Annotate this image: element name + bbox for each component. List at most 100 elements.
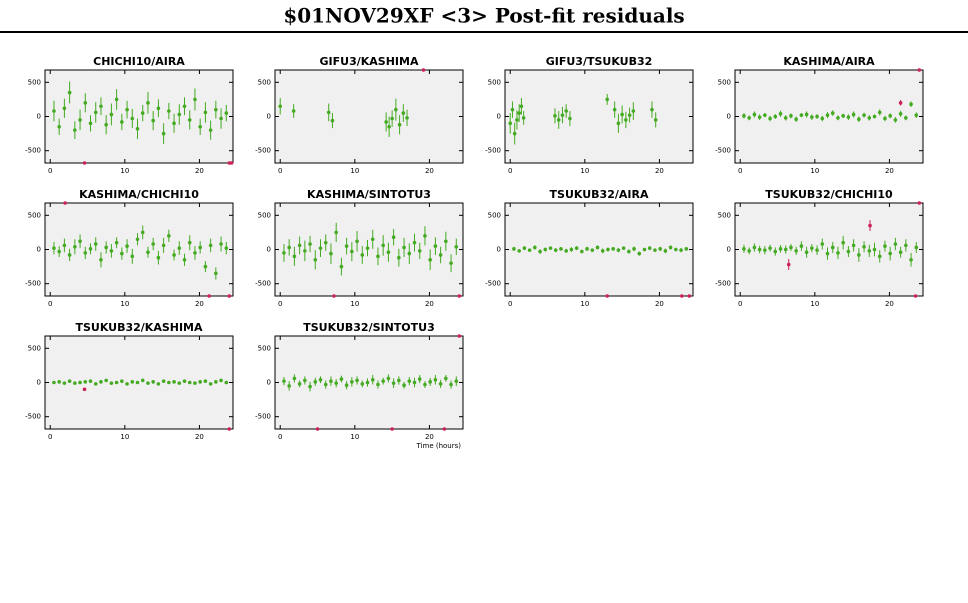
point [521,116,526,120]
point [318,377,323,382]
point [846,115,851,119]
x-tick-label: 20 [425,433,434,441]
y-tick-label: 500 [258,78,271,86]
x-tick-label: 20 [425,167,434,175]
point [292,254,297,259]
y-tick-label: 0 [497,246,501,254]
point [193,381,197,385]
x-tick-label: 20 [195,167,204,175]
y-tick-label: -500 [255,280,271,288]
point [553,248,558,252]
point [282,251,286,255]
point [893,242,898,246]
point [428,380,432,384]
point [355,378,359,383]
point [99,104,103,109]
point [569,247,574,252]
y-tick-label: 0 [727,246,731,254]
point [522,246,527,250]
point [365,246,370,250]
point [172,253,176,257]
point [156,255,161,260]
point [83,380,88,384]
point [799,113,804,117]
point [52,380,56,385]
point [93,382,98,386]
point [789,245,793,250]
point [57,124,61,129]
point [125,244,129,248]
point [538,249,542,254]
point [360,253,365,257]
point [438,382,443,386]
point [407,379,412,383]
point [187,380,192,385]
x-tick-label: 0 [738,300,742,308]
point [606,247,610,252]
point [198,245,202,250]
point [130,116,135,121]
point [135,127,140,131]
point [292,376,297,381]
point [851,243,856,248]
point [444,376,448,381]
x-tick-label: 0 [278,300,282,308]
point [421,68,426,72]
point [297,243,302,248]
point [564,109,568,113]
point [810,246,814,250]
panel-title: TSUKUB32/CHICHI10 [765,188,893,201]
point [914,113,919,117]
point [198,380,202,384]
plot-area [274,69,464,164]
point [229,161,234,165]
point [360,382,365,386]
y-tick-label: 500 [258,211,271,219]
x-tick-label: 10 [350,300,359,308]
y-tick-label: 0 [727,113,731,121]
panel-title: KASHIMA/CHICHI10 [79,188,199,201]
point [872,247,877,252]
point [519,104,524,109]
point [177,381,182,385]
point [423,382,427,387]
point [391,235,396,239]
point [334,381,338,385]
x-tick-label: 0 [48,167,52,175]
point [330,118,335,123]
point [417,377,422,381]
point [93,242,98,246]
point [631,109,636,113]
x-tick-label: 20 [195,300,204,308]
point [568,116,572,121]
point [62,106,67,111]
point [517,111,521,115]
point [830,111,835,115]
point [401,111,406,115]
point [67,253,72,257]
point [88,379,93,383]
point [747,116,751,120]
point [449,261,453,265]
point [757,247,762,252]
point [303,378,307,383]
point [763,113,767,117]
point [120,379,124,383]
x-tick-label: 20 [655,300,664,308]
plot-area [274,202,464,297]
point [52,246,56,250]
x-tick-label: 10 [810,167,819,175]
point [868,223,872,228]
point [57,249,61,254]
point [417,249,422,253]
point [344,383,349,388]
x-tick-label: 0 [278,167,282,175]
point [104,122,108,127]
y-tick-label: -500 [255,413,271,421]
point [888,251,892,256]
point [820,116,825,121]
point [564,249,568,253]
point [208,128,213,132]
point [151,242,155,246]
plot-area [734,69,924,164]
